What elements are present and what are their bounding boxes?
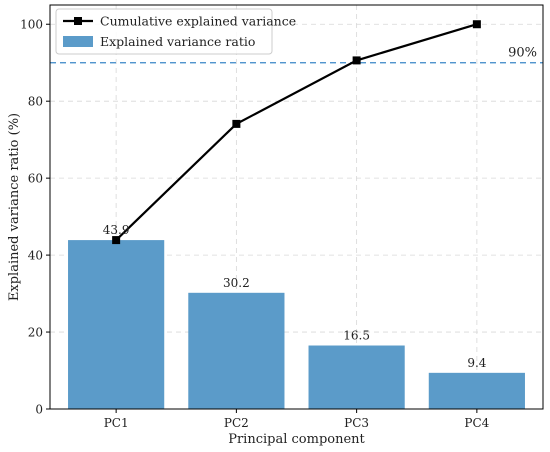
- cumulative-point-pc3: [352, 56, 361, 65]
- y-axis-label: Explained variance ratio (%): [7, 113, 22, 301]
- cumulative-line-series: [112, 20, 481, 245]
- y-axis-ticks: 0 20 40 60 80 100: [20, 18, 50, 417]
- y-tick-label: 20: [28, 326, 43, 340]
- bar-data-label: 16.5: [343, 329, 370, 343]
- x-tick-label: PC1: [104, 416, 129, 430]
- plot-frame: [49, 4, 544, 410]
- y-tick-label: 80: [28, 95, 43, 109]
- x-tick-label: PC2: [224, 416, 249, 430]
- bar-data-label: 30.2: [223, 276, 250, 290]
- legend-box: [55, 8, 273, 55]
- legend: Cumulative explained variance Explained v…: [55, 8, 296, 55]
- bar-data-labels: 43.9 30.2 16.5 9.4: [103, 223, 487, 370]
- legend-line-marker: [74, 17, 82, 25]
- x-tick-label: PC4: [464, 416, 489, 430]
- cumulative-point-pc1: [112, 236, 121, 245]
- bar-pc1: [68, 240, 165, 409]
- reference-line-label: 90%: [508, 46, 537, 61]
- reference-line-group: 90%: [50, 46, 543, 64]
- bar-pc3: [308, 345, 405, 409]
- cumulative-point-pc2: [232, 119, 241, 128]
- x-tick-label: PC3: [344, 416, 369, 430]
- legend-label-ratio: Explained variance ratio: [100, 34, 255, 49]
- cumulative-line: [115, 23, 478, 241]
- bar-data-label: 9.4: [467, 356, 486, 370]
- y-tick-label: 100: [20, 18, 43, 32]
- legend-label-cumulative: Cumulative explained variance: [100, 14, 296, 29]
- y-tick-label: 60: [28, 172, 43, 186]
- legend-bar-swatch: [63, 36, 93, 47]
- bar-data-label: 43.9: [103, 223, 130, 237]
- bar-pc4: [428, 372, 525, 409]
- cumulative-point-pc4: [472, 20, 481, 29]
- y-tick-label: 0: [35, 403, 43, 417]
- bar-series: [68, 240, 525, 409]
- bar-pc2: [188, 292, 285, 409]
- x-axis-label: Principal component: [228, 432, 365, 447]
- x-axis-ticks: PC1 PC2 PC3 PC4: [104, 409, 490, 430]
- y-tick-label: 40: [28, 249, 43, 263]
